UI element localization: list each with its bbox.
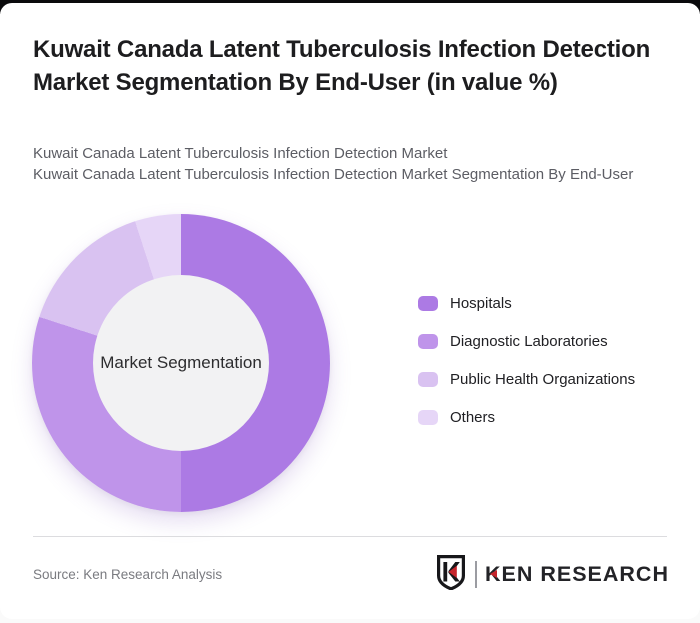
legend-swatch — [418, 296, 438, 311]
subtitle-block: Kuwait Canada Latent Tuberculosis Infect… — [33, 143, 683, 185]
logo-separator — [474, 560, 477, 588]
donut-hole: Market Segmentation — [93, 275, 269, 451]
footer-divider — [33, 536, 667, 537]
source-note: Source: Ken Research Analysis — [33, 567, 223, 582]
legend-label: Diagnostic Laboratories — [450, 333, 608, 350]
legend-item-others: Others — [418, 409, 635, 426]
donut-center-label: Market Segmentation — [100, 353, 262, 372]
legend-swatch — [418, 410, 438, 425]
legend-item-public-health-organizations: Public Health Organizations — [418, 371, 636, 388]
legend-item-diagnostic-laboratories: Diagnostic Laboratories — [418, 333, 635, 350]
legend-swatch — [418, 372, 438, 387]
legend-label: Others — [450, 409, 496, 426]
chart-legend: Hospitals Diagnostic Laboratories Public… — [418, 295, 636, 448]
subtitle-line-1: Kuwait Canada Latent Tuberculosis Infect… — [33, 145, 448, 162]
subtitle-line-2: Kuwait Canada Latent Tuberculosis Infect… — [33, 166, 634, 183]
report-card: Kuwait Canada Latent Tuberculosis Infect… — [0, 3, 700, 619]
logo-k-accent-icon — [489, 569, 497, 578]
logo-wordmark: KEN RESEARCH — [485, 562, 669, 587]
page-title: Kuwait Canada Latent Tuberculosis Infect… — [33, 36, 651, 96]
ken-research-shield-icon — [436, 554, 466, 595]
logo-brand-text: KEN RESEARCH — [484, 561, 669, 586]
donut-ring: Market Segmentation — [32, 214, 330, 512]
legend-label: Hospitals — [450, 295, 512, 312]
ken-research-logo: KEN RESEARCH — [436, 554, 669, 594]
donut-chart: Market Segmentation — [32, 214, 330, 512]
legend-label: Public Health Organizations — [450, 371, 636, 388]
legend-swatch — [418, 334, 438, 349]
legend-item-hospitals: Hospitals — [418, 295, 635, 312]
